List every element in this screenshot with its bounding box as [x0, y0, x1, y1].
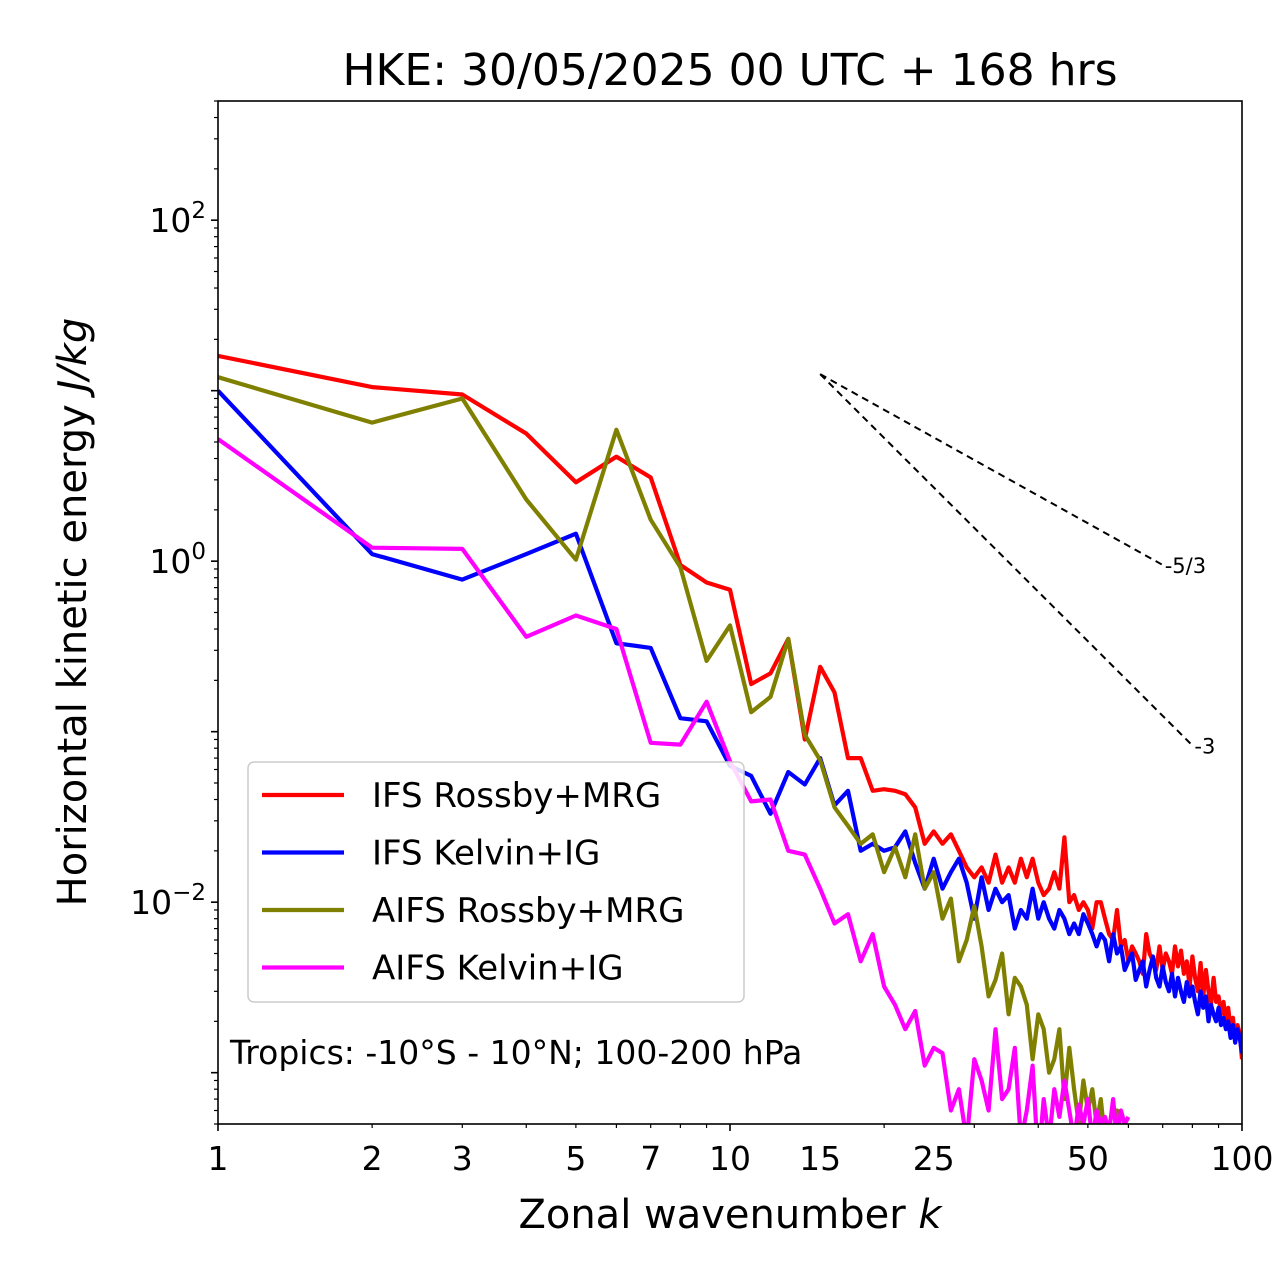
x-tick-label: 3	[452, 1139, 473, 1178]
series-line-4	[218, 437, 1131, 1124]
legend-label-2: IFS Kelvin+IG	[372, 834, 600, 874]
y-axis-label-text: Horizontal kinetic energy	[50, 392, 96, 907]
x-tick-label: 2	[362, 1139, 383, 1178]
y-axis-label: Horizontal kinetic energy J/kg	[50, 318, 96, 907]
y-axis-label-unit: J/kg	[50, 318, 96, 399]
legend-label-3: AIFS Rossby+MRG	[372, 891, 684, 931]
legend-label-1: IFS Rossby+MRG	[372, 776, 661, 816]
reference-slope-label-1: -5/3	[1165, 554, 1206, 578]
reference-slope-line-2	[819, 373, 1194, 747]
x-axis-label-symbol: k	[918, 1192, 943, 1238]
legend: IFS Rossby+MRG IFS Kelvin+IG AIFS Rossby+M…	[247, 761, 745, 1003]
region-annotation: Tropics: -10°S - 10°N; 100-200 hPa	[229, 1033, 802, 1072]
y-axis-ticks: 102 100 10−2	[130, 100, 218, 1125]
y-tick-label: 102	[149, 198, 206, 240]
x-tick-label: 100	[1211, 1139, 1274, 1178]
reference-slope-line-1	[819, 373, 1164, 566]
x-tick-label: 15	[799, 1139, 841, 1178]
reference-slope-label-2: -3	[1194, 734, 1215, 758]
reference-slope-layer: -5/3 -3	[819, 373, 1215, 758]
x-tick-label: 10	[709, 1139, 751, 1178]
x-tick-label: 1	[208, 1139, 229, 1178]
x-tick-label: 25	[913, 1139, 955, 1178]
y-tick-label: 100	[149, 539, 206, 581]
legend-box	[247, 761, 745, 1003]
x-tick-label: 7	[640, 1139, 661, 1178]
chart-title: HKE: 30/05/2025 00 UTC + 168 hrs	[342, 45, 1117, 96]
x-tick-label: 5	[565, 1139, 586, 1178]
series-line-1	[218, 353, 1242, 1060]
x-tick-label: 50	[1067, 1139, 1109, 1178]
legend-label-4: AIFS Kelvin+IG	[372, 949, 624, 989]
series-layer	[218, 353, 1242, 1124]
series-line-2	[218, 389, 1242, 1054]
y-tick-label: 10−2	[130, 880, 206, 922]
x-axis-label-text: Zonal wavenumber	[518, 1192, 918, 1238]
x-axis-label: Zonal wavenumber k	[518, 1192, 943, 1238]
x-axis-ticks: 1 2 3 5 7 10 15 25 50 100	[208, 1124, 1274, 1178]
